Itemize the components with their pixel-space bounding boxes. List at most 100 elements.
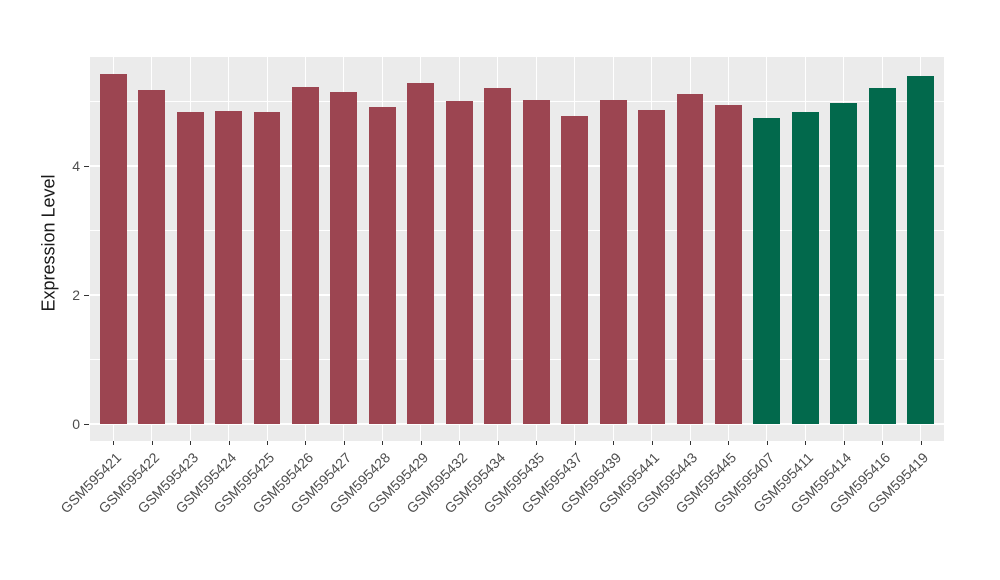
- x-tick-slot: GSM595414: [788, 441, 863, 580]
- x-tick-mark: [228, 441, 230, 445]
- x-tick-mark: [766, 441, 768, 445]
- bar-slot: [479, 57, 517, 441]
- x-tick-slot: GSM595432: [403, 441, 478, 580]
- bar-GSM595421: [99, 74, 127, 424]
- bar-GSM595445: [715, 104, 742, 424]
- x-tick-mark: [805, 441, 807, 445]
- bar-GSM595419: [907, 76, 935, 424]
- bar-GSM595423: [176, 112, 204, 424]
- bar-GSM595425: [253, 112, 281, 424]
- x-tick-slot: GSM595416: [826, 441, 901, 580]
- bar-GSM595437: [561, 115, 589, 424]
- bar-slot: [325, 57, 363, 441]
- bar-slot: [709, 57, 747, 441]
- bar-slot: [632, 57, 670, 441]
- bar-GSM595443: [676, 93, 704, 424]
- bar-GSM595435: [522, 100, 550, 424]
- x-tick-slot: GSM595419: [864, 441, 940, 580]
- x-tick-mark: [882, 441, 884, 445]
- bar-GSM595422: [138, 89, 166, 424]
- x-tick-mark: [267, 441, 269, 445]
- x-tick-slot: GSM595423: [134, 441, 209, 580]
- gridline-y-1: [90, 359, 944, 361]
- x-tick-mark: [151, 441, 153, 445]
- bar-slot: [748, 57, 786, 441]
- y-tick-mark: [84, 423, 89, 425]
- x-tick-mark: [305, 441, 307, 445]
- x-tick-mark: [113, 441, 115, 445]
- x-tick-mark: [382, 441, 384, 445]
- x-tick-slot: GSM595421: [57, 441, 132, 580]
- x-tick-mark: [343, 441, 345, 445]
- gridline-y-2: [90, 293, 944, 296]
- y-tick-mark: [84, 165, 89, 167]
- bar-slot: [171, 57, 209, 441]
- x-tick-slot: GSM595411: [750, 441, 824, 580]
- x-tick-slot: GSM595445: [672, 441, 747, 580]
- bar-GSM595411: [791, 112, 819, 424]
- bar-slot: [286, 57, 324, 441]
- gridline-y-5: [90, 101, 944, 103]
- x-tick-slot: GSM595439: [557, 441, 632, 580]
- x-tick-slot: GSM595443: [634, 441, 709, 580]
- bar-GSM595426: [292, 87, 319, 424]
- bar-GSM595441: [638, 109, 666, 424]
- gridline-y-0: [90, 422, 944, 425]
- x-tick-slot: GSM595434: [441, 441, 517, 580]
- x-tick-slot: GSM595429: [365, 441, 440, 580]
- bar-GSM595439: [599, 99, 627, 424]
- x-tick-slot: GSM595422: [95, 441, 170, 580]
- x-tick-slot: GSM595427: [288, 441, 363, 580]
- bar-GSM595424: [215, 111, 243, 424]
- bar-slot: [363, 57, 401, 441]
- bar-slot: [402, 57, 440, 441]
- bar-slot: [209, 57, 247, 441]
- gridline-y-3: [90, 230, 944, 232]
- bar-GSM595429: [407, 82, 435, 424]
- bar-GSM595427: [330, 92, 358, 424]
- bar-slot: [517, 57, 555, 441]
- x-tick-mark: [190, 441, 192, 445]
- bar-slot: [863, 57, 901, 441]
- gridline-y-4: [90, 164, 944, 167]
- bar-slot: [594, 57, 632, 441]
- x-axis: GSM595421 GSM595422 GSM595423 GSM595424 GSM5…: [57, 441, 944, 580]
- bar-GSM595414: [830, 103, 858, 424]
- y-tick-mark: [84, 294, 89, 296]
- bars-area: [90, 57, 944, 441]
- x-tick-slot: GSM595435: [480, 441, 555, 580]
- x-tick-mark: [690, 441, 692, 445]
- bar-slot: [94, 57, 132, 441]
- x-tick-slot: GSM595424: [172, 441, 247, 580]
- bar-slot: [786, 57, 824, 441]
- bar-slot: [555, 57, 593, 441]
- bar-slot: [440, 57, 478, 441]
- x-tick-mark: [920, 441, 922, 445]
- bar-slot: [248, 57, 286, 441]
- x-tick-slot: GSM595407: [711, 441, 786, 580]
- plot-panel: [90, 57, 944, 441]
- bar-GSM595428: [368, 106, 396, 424]
- x-tick-mark: [574, 441, 576, 445]
- x-tick-slot: GSM595428: [326, 441, 401, 580]
- x-tick-slot: GSM595425: [211, 441, 286, 580]
- x-tick-mark: [497, 441, 499, 445]
- x-tick-mark: [613, 441, 615, 445]
- bar-GSM595416: [868, 87, 896, 424]
- y-tick-label-4: 4: [72, 157, 80, 174]
- x-tick-mark: [728, 441, 730, 445]
- bar-slot: [671, 57, 709, 441]
- y-tick-label-0: 0: [72, 415, 80, 432]
- x-tick-mark: [536, 441, 538, 445]
- x-tick-slot: GSM595437: [518, 441, 593, 580]
- bar-slot: [132, 57, 170, 441]
- x-tick-slot: GSM595426: [249, 441, 324, 580]
- x-tick-mark: [651, 441, 653, 445]
- bar-GSM595407: [753, 117, 781, 424]
- x-tick-mark: [843, 441, 845, 445]
- y-tick-label-2: 2: [72, 286, 80, 303]
- x-tick-mark: [420, 441, 422, 445]
- x-tick-mark: [459, 441, 461, 445]
- x-tick-slot: GSM595441: [595, 441, 670, 580]
